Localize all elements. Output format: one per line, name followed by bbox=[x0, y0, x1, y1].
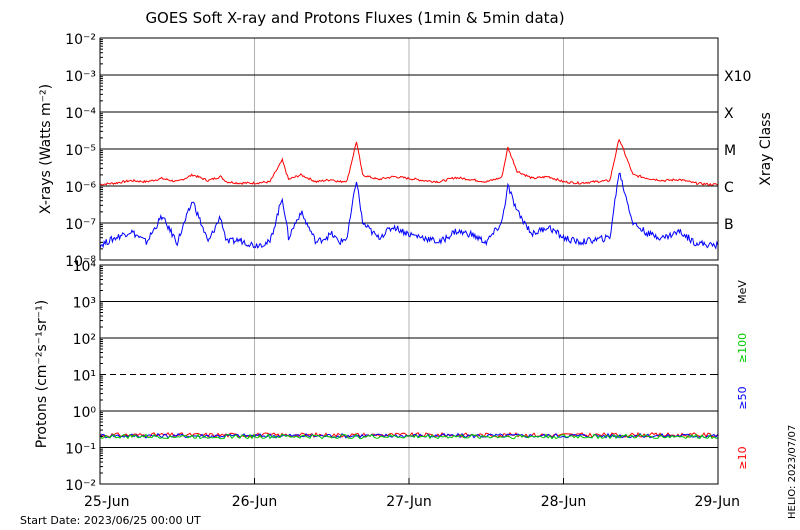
xray-class-x10: X10 bbox=[724, 69, 751, 85]
proton-tick-label: 10⁰ bbox=[73, 405, 97, 421]
x-tick-label: 28-Jun bbox=[541, 494, 587, 510]
x-tick-label: 27-Jun bbox=[386, 494, 432, 510]
energy-label-0: MeV bbox=[736, 280, 749, 304]
xray-y-axis: 10⁻² 10⁻³ 10⁻⁴ 10⁻⁵ 10⁻⁶ 10⁻⁷ 10⁻⁸ bbox=[65, 32, 718, 270]
xray-series-long bbox=[99, 138, 718, 186]
xray-tick-label: 10⁻² bbox=[65, 32, 96, 48]
x-tick-label: 29-Jun bbox=[694, 494, 740, 510]
x-tick-label: 26-Jun bbox=[232, 494, 278, 510]
start-date-label: Start Date: 2023/06/25 00:00 UT bbox=[20, 514, 201, 527]
xray-tick-label: 10⁻⁶ bbox=[65, 180, 96, 196]
xray-y-axis-label: X-rays (Watts m⁻²) bbox=[38, 84, 54, 214]
xray-tick-label: 10⁻⁴ bbox=[65, 106, 96, 122]
xray-gridlines bbox=[100, 38, 718, 260]
proton-tick-label: 10⁻¹ bbox=[65, 442, 96, 458]
xray-series-short bbox=[99, 172, 719, 250]
xray-tick-label: 10⁻⁷ bbox=[65, 217, 96, 233]
proton-tick-label: 10⁻² bbox=[65, 478, 96, 494]
xray-panel: 10⁻² 10⁻³ 10⁻⁴ 10⁻⁵ 10⁻⁶ 10⁻⁷ 10⁻⁸ X10 X M C B X-r… bbox=[38, 32, 774, 270]
xray-series bbox=[99, 138, 719, 250]
energy-label-2: ≥50 bbox=[736, 386, 749, 409]
proton-energy-labels: MeV ≥10 ≥50 ≥100 bbox=[736, 280, 749, 470]
xray-tick-label: 10⁻⁸ bbox=[65, 254, 96, 270]
proton-series-3 bbox=[99, 433, 719, 440]
x-axis-ticks: 25-Jun 26-Jun 27-Jun 28-Jun 29-Jun bbox=[84, 478, 740, 510]
proton-gridlines bbox=[100, 265, 718, 484]
proton-tick-label: 10¹ bbox=[73, 369, 96, 385]
helio-date-label: HELIO: 2023/07/07 bbox=[787, 425, 798, 519]
xray-tick-label: 10⁻³ bbox=[65, 69, 96, 85]
xray-class-c: C bbox=[724, 180, 734, 196]
proton-series bbox=[99, 431, 719, 440]
proton-tick-label: 10² bbox=[73, 332, 96, 348]
xray-class-axis-label: Xray Class bbox=[758, 112, 774, 186]
proton-panel: 10⁴ 10³ 10² 10¹ 10⁰ 10⁻¹ 10⁻² MeV ≥10 ≥50 ≥100 Pr… bbox=[34, 259, 749, 494]
proton-tick-label: 10⁴ bbox=[73, 259, 97, 275]
x-tick-label: 25-Jun bbox=[84, 494, 130, 510]
chart-title: GOES Soft X-ray and Protons Fluxes (1min… bbox=[145, 9, 564, 27]
xray-class-m: M bbox=[724, 143, 736, 159]
energy-label-1: ≥10 bbox=[736, 446, 749, 469]
xray-class-labels: X10 X M C B bbox=[724, 69, 751, 233]
proton-y-axis: 10⁴ 10³ 10² 10¹ 10⁰ 10⁻¹ 10⁻² bbox=[65, 259, 718, 494]
xray-class-b: B bbox=[724, 217, 734, 233]
energy-label-3: ≥100 bbox=[736, 333, 749, 363]
proton-tick-label: 10³ bbox=[73, 296, 96, 312]
xray-class-x: X bbox=[724, 106, 734, 122]
xray-tick-label: 10⁻⁵ bbox=[65, 143, 96, 159]
proton-y-axis-label: Protons (cm⁻²s⁻¹sr⁻¹) bbox=[34, 300, 50, 449]
